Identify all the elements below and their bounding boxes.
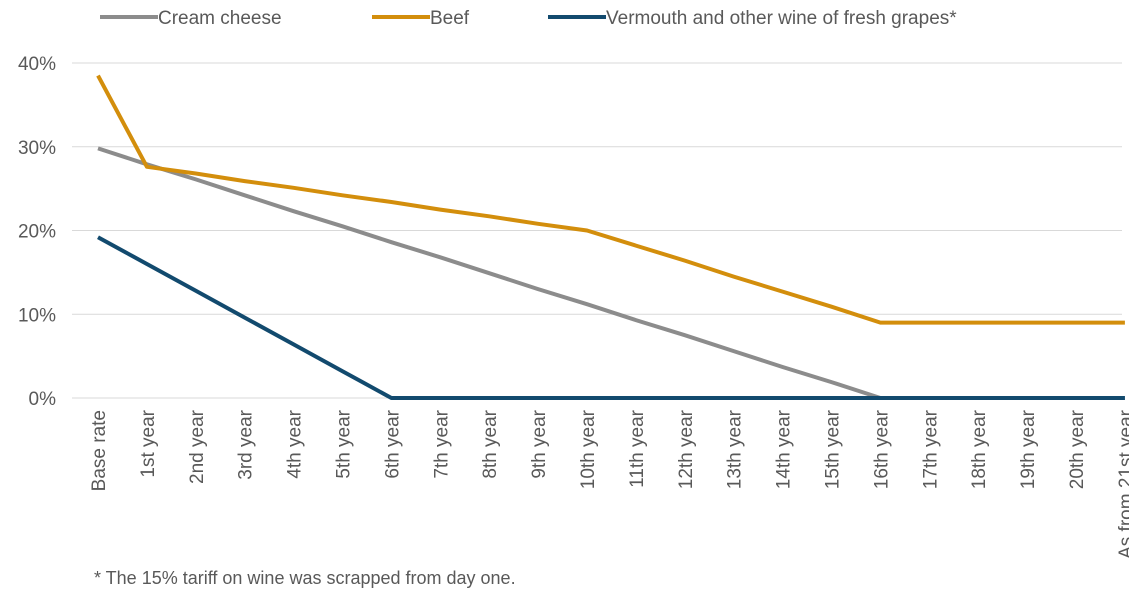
legend-label: Beef xyxy=(430,8,470,29)
x-tick-label: 1st year xyxy=(138,409,159,477)
y-tick-label: 30% xyxy=(18,138,56,159)
legend-label: Cream cheese xyxy=(158,8,282,29)
x-tick-label: 5th year xyxy=(334,409,355,478)
y-tick-label: 20% xyxy=(18,222,56,243)
x-tick-label: 12th year xyxy=(676,409,697,489)
x-tick-label: 18th year xyxy=(969,409,990,489)
x-tick-label: Base rate xyxy=(89,410,110,491)
x-tick-label: 19th year xyxy=(1018,409,1039,489)
x-tick-label: 3rd year xyxy=(236,409,257,479)
legend-label: Vermouth and other wine of fresh grapes* xyxy=(606,8,957,29)
x-tick-label: 7th year xyxy=(431,409,452,478)
x-tick-label: 2nd year xyxy=(187,409,208,484)
x-tick-label: 4th year xyxy=(285,409,306,478)
x-tick-label: 16th year xyxy=(871,409,892,489)
series-lines xyxy=(96,74,1125,400)
x-tick-label: 8th year xyxy=(480,409,501,478)
series-line-1 xyxy=(97,146,1125,400)
y-axis-ticks: 0% 10% 20% 30% 40% xyxy=(18,54,56,410)
y-tick-label: 40% xyxy=(18,54,56,75)
x-tick-label: 11th year xyxy=(627,409,648,487)
series-line-3 xyxy=(97,235,1125,400)
x-tick-label: As from 21st year xyxy=(1116,409,1129,559)
y-tick-label: 0% xyxy=(29,389,57,410)
x-tick-label: 15th year xyxy=(823,409,844,489)
series-line-2 xyxy=(96,74,1125,325)
x-tick-label: 9th year xyxy=(529,409,550,478)
y-tick-label: 10% xyxy=(18,305,56,326)
grid-lines xyxy=(72,62,1122,399)
x-tick-label: 14th year xyxy=(774,409,795,489)
x-tick-label: 10th year xyxy=(578,409,599,489)
x-tick-label: 20th year xyxy=(1067,409,1088,489)
footnote: * The 15% tariff on wine was scrapped fr… xyxy=(94,568,516,588)
x-tick-label: 6th year xyxy=(382,409,403,478)
x-tick-label: 17th year xyxy=(920,409,941,489)
x-tick-label: 13th year xyxy=(725,409,746,489)
legend: Cream cheese Beef Vermouth and other wine … xyxy=(100,8,957,29)
x-axis-ticks: Base rate 1st year 2nd year 3rd year 4th yea… xyxy=(89,409,1129,559)
